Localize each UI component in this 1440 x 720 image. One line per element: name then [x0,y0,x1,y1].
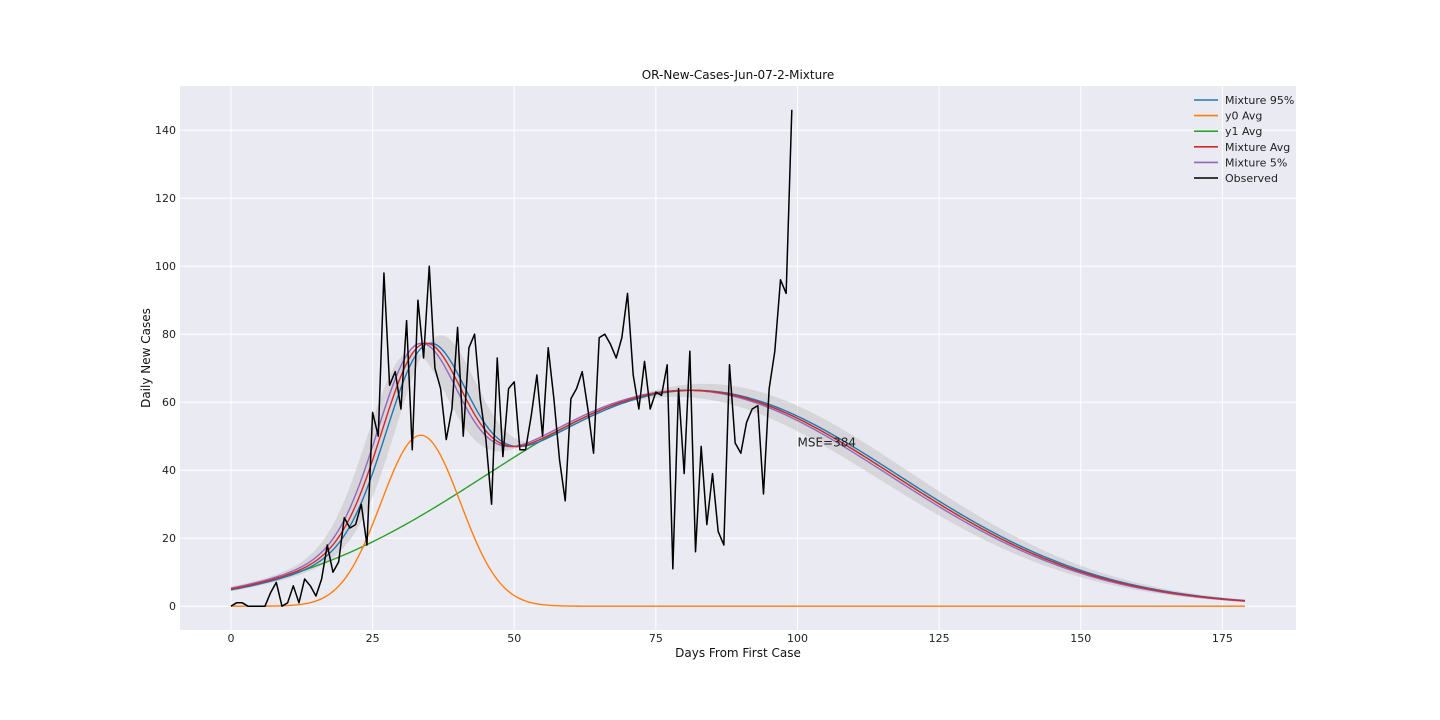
x-tick-label: 175 [1212,632,1233,645]
x-tick-label: 75 [649,632,663,645]
y-tick-label: 40 [162,464,176,477]
series-y0-avg [230,434,1246,607]
series-observed [230,109,793,607]
y-tick-label: 100 [155,260,176,273]
series-lines [230,109,1246,607]
y-tick-label: 0 [169,600,176,613]
y-tick-label: 120 [155,192,176,205]
y-tick-label: 60 [162,396,176,409]
y-tick-label: 140 [155,124,176,137]
grid [180,86,1296,630]
legend-label-y1-avg: y1 Avg [1225,125,1262,138]
x-axis-label: Days From First Case [675,646,801,660]
legend-label-y0-avg: y0 Avg [1225,110,1262,123]
series-mixture-5 [230,342,1246,602]
legend-label-mixture-avg: Mixture Avg [1225,141,1290,154]
legend-label-mixture-95: Mixture 95% [1225,94,1294,107]
legend: Mixture 95% y0 Avg y1 Avg Mixture Avg Mixtur… [1194,94,1294,185]
tick-labels: 0 25 50 75 100 125 150 175 0 20 40 60 80 100 120 140 [155,124,1233,645]
chart-title: OR-New-Cases-Jun-07-2-Mixture [642,68,835,82]
legend-label-observed: Observed [1225,172,1278,185]
legend-label-mixture-5: Mixture 5% [1225,156,1287,169]
y-tick-label: 20 [162,532,176,545]
series-mixture-95 [230,342,1246,602]
series-mixture-avg [230,342,1246,602]
x-tick-label: 0 [227,632,234,645]
x-tick-label: 100 [787,632,808,645]
x-tick-label: 125 [929,632,950,645]
y-tick-label: 80 [162,328,176,341]
y-axis-label: Daily New Cases [139,308,153,408]
plot-background [180,86,1296,630]
x-tick-label: 50 [507,632,521,645]
x-tick-label: 150 [1070,632,1091,645]
mixture-band [230,335,1246,602]
confidence-band [230,335,1246,602]
x-tick-label: 25 [366,632,380,645]
mse-annotation: MSE=384 [797,435,856,449]
